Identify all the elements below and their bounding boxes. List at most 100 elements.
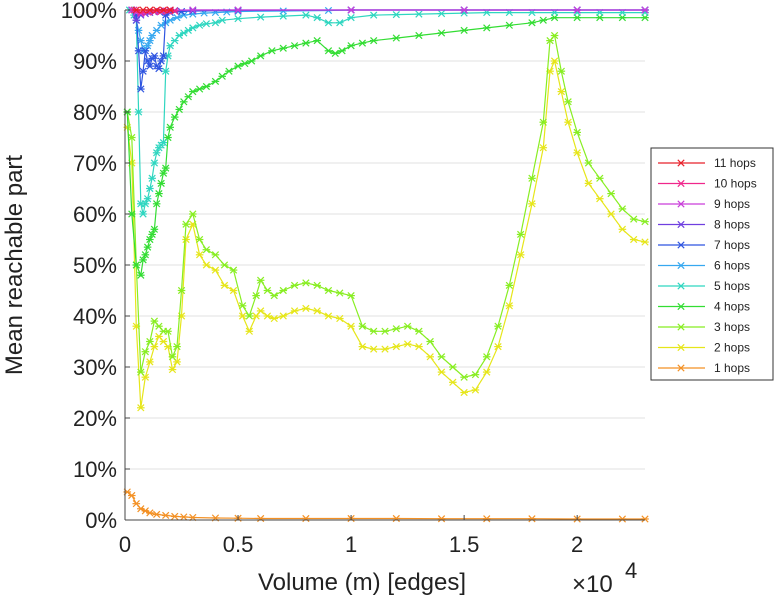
data-point	[247, 57, 256, 65]
data-point	[238, 302, 247, 310]
data-point	[161, 164, 170, 172]
x-tick-label: 0.5	[223, 532, 254, 557]
data-point	[482, 515, 491, 523]
data-point	[252, 312, 260, 320]
data-point	[152, 26, 161, 35]
data-point	[403, 340, 412, 348]
data-point	[143, 195, 152, 203]
data-point	[437, 353, 446, 361]
series-line	[126, 17, 645, 278]
data-point	[146, 235, 154, 244]
data-point	[182, 220, 190, 228]
data-point	[141, 200, 150, 208]
data-point	[426, 337, 435, 346]
data-point	[279, 312, 288, 320]
data-point	[358, 39, 367, 47]
data-point	[270, 291, 279, 300]
data-point	[202, 82, 211, 91]
data-point	[189, 210, 197, 218]
data-point	[141, 348, 150, 356]
data-point	[179, 513, 188, 521]
data-point	[331, 49, 340, 57]
data-point	[245, 312, 254, 320]
legend-label: 3 hops	[714, 320, 750, 334]
legend-label: 5 hops	[714, 279, 750, 293]
data-point	[324, 312, 333, 320]
data-point	[482, 353, 491, 361]
legend-entry: 11 hops	[658, 156, 756, 170]
data-point	[137, 368, 145, 376]
data-point	[302, 514, 310, 523]
legend-entry: 9 hops	[658, 197, 750, 211]
data-point	[218, 16, 227, 24]
data-point	[148, 230, 156, 239]
data-point	[573, 149, 581, 157]
data-point	[150, 225, 159, 233]
y-tick-label: 10%	[73, 457, 117, 482]
data-point	[252, 291, 260, 300]
data-point	[189, 7, 197, 15]
data-point	[573, 6, 581, 14]
legend-label: 4 hops	[714, 300, 750, 314]
data-point	[426, 353, 435, 361]
y-tick-label: 0%	[85, 508, 117, 533]
data-point	[584, 179, 593, 188]
legend-entry: 7 hops	[658, 238, 750, 252]
data-point	[263, 286, 272, 295]
data-point	[137, 271, 145, 279]
data-point	[641, 515, 649, 523]
data-point	[256, 13, 265, 21]
data-point	[155, 65, 163, 73]
data-point	[641, 218, 649, 226]
data-point	[415, 342, 423, 351]
data-point	[505, 281, 514, 290]
data-point	[159, 337, 168, 346]
data-point	[381, 327, 389, 335]
data-point	[557, 87, 566, 96]
data-point	[392, 342, 401, 351]
data-point	[460, 373, 468, 381]
legend-entry: 2 hops	[658, 341, 750, 355]
y-tick-label: 100%	[61, 0, 117, 23]
data-point	[152, 6, 161, 14]
data-point	[234, 6, 242, 14]
x-tick-label: 0	[119, 532, 131, 557]
data-point	[139, 6, 147, 14]
data-point	[618, 205, 627, 213]
data-point	[358, 342, 367, 351]
data-point	[195, 235, 204, 244]
legend-box	[650, 147, 774, 381]
data-point	[141, 47, 150, 55]
data-point	[313, 36, 321, 45]
data-point	[347, 6, 355, 14]
data-point	[137, 404, 145, 412]
x-multiplier-label: ×10	[572, 571, 613, 598]
data-point	[494, 342, 502, 351]
data-point	[195, 251, 204, 259]
data-point	[170, 113, 179, 121]
data-point	[229, 286, 238, 295]
data-point	[528, 174, 536, 182]
data-point	[134, 108, 143, 116]
data-point	[202, 20, 211, 28]
data-point	[279, 7, 288, 15]
data-point	[324, 286, 333, 295]
y-tick-label: 90%	[73, 49, 117, 74]
data-point	[143, 243, 152, 251]
legend-entry: 5 hops	[658, 279, 750, 293]
data-point	[460, 26, 468, 35]
data-point	[141, 251, 150, 259]
series-11-hops	[132, 6, 175, 14]
data-point	[528, 200, 536, 208]
data-point	[482, 368, 491, 376]
legend-entry: 8 hops	[658, 218, 750, 232]
data-point	[618, 225, 627, 233]
data-point	[347, 14, 355, 22]
data-point	[132, 500, 141, 508]
data-point	[573, 128, 581, 137]
data-point	[220, 281, 229, 290]
data-point	[324, 47, 333, 55]
data-point	[381, 345, 389, 353]
data-point	[557, 67, 566, 75]
